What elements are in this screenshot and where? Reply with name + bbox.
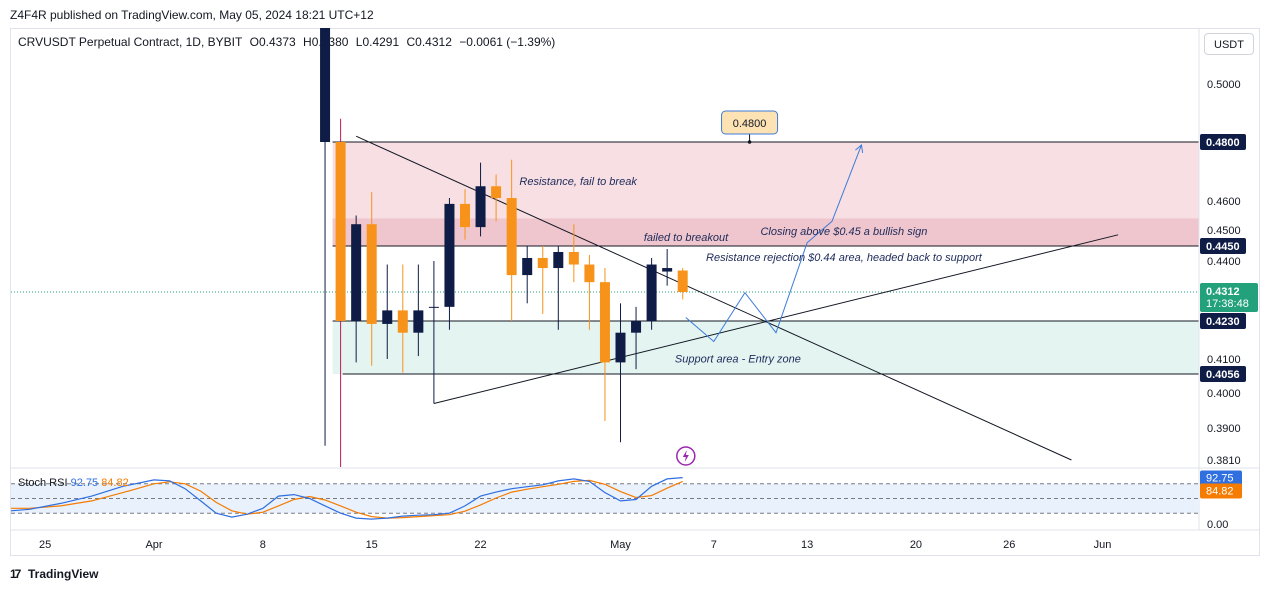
candle-body-21 (646, 264, 657, 321)
annotation-0: Resistance, fail to break (519, 176, 637, 188)
level-badge-label-0: 0.4800 (1206, 137, 1240, 149)
zone-2 (332, 321, 1199, 374)
currency-button[interactable]: USDT (1204, 33, 1254, 55)
level-badge-0 (1200, 134, 1246, 150)
candle-body-2 (351, 224, 362, 321)
level-badge-label-1: 0.4450 (1206, 241, 1240, 253)
x-tick-label-10: Jun (1094, 539, 1112, 551)
y-tick-label-5: 0.4000 (1207, 388, 1241, 400)
lightning-icon (682, 450, 689, 462)
stoch-rsi-d-value: 84.82 (101, 477, 129, 489)
publisher-line: Z4F4R published on TradingView.com, May … (10, 8, 374, 22)
stoch-y-tick-0: 0.00 (1207, 519, 1228, 531)
y-tick-label-0: 0.5000 (1207, 79, 1241, 91)
x-tick-label-2: 8 (260, 539, 266, 551)
stoch-d-badge-label: 84.82 (1206, 485, 1234, 497)
tradingview-logo-icon: 17 (10, 567, 21, 581)
x-tick-label-0: 25 (39, 539, 51, 551)
ohlc-close: C0.4312 (406, 35, 452, 49)
last-price-badge (1200, 283, 1258, 312)
x-tick-label-6: 7 (711, 539, 717, 551)
candle-body-20 (631, 321, 642, 333)
level-badge-1 (1200, 238, 1246, 254)
candle-body-8 (444, 203, 455, 307)
y-tick-label-4: 0.4100 (1207, 354, 1241, 366)
projection-path (685, 144, 862, 343)
annotation-3: Resistance rejection $0.44 area, headed … (706, 252, 983, 264)
symbol-name[interactable]: CRVUSDT Perpetual Contract, 1D, BYBIT (18, 35, 243, 49)
candle-body-16 (568, 252, 579, 265)
last-price-countdown: 17:38:48 (1206, 298, 1249, 310)
ohlc-low: L0.4291 (355, 35, 400, 49)
level-badge-label-3: 0.4056 (1206, 369, 1240, 381)
candle-body-12 (506, 198, 517, 276)
y-tick-label-7: 0.3810 (1207, 455, 1241, 467)
candle-body-3 (366, 224, 377, 324)
candle-body-22 (662, 268, 673, 272)
candle-body-14 (537, 258, 548, 269)
candle-body-23 (677, 270, 688, 292)
candle-body-5 (397, 310, 408, 333)
tradingview-logo-text: TradingView (28, 567, 99, 581)
candle-body-11 (491, 186, 502, 199)
target-label-box (721, 110, 779, 135)
candle-body-17 (584, 264, 595, 283)
y-tick-label-2: 0.4500 (1207, 225, 1241, 237)
stoch-k-badge (1200, 470, 1242, 486)
tradingview-logo[interactable]: 17 TradingView (10, 567, 98, 581)
x-tick-label-4: 22 (474, 539, 486, 551)
level-badge-3 (1200, 365, 1246, 382)
x-tick-label-3: 15 (366, 539, 378, 551)
x-tick-label-1: Apr (145, 539, 162, 551)
target-label-text: 0.4800 (733, 118, 767, 130)
ohlc-change: −0.0061 (−1.39%) (459, 35, 556, 49)
stoch-rsi-legend: Stoch RSI 92.75 84.82 (18, 477, 129, 489)
candle-body-1 (335, 142, 346, 321)
ohlc-open: O0.4373 (249, 35, 296, 49)
candle-body-10 (475, 186, 486, 228)
last-price-label: 0.4312 (1206, 286, 1240, 298)
candle-body-4 (382, 310, 393, 324)
level-badge-2 (1200, 313, 1246, 329)
projection-arrowhead (855, 143, 864, 153)
candle-body-13 (522, 258, 533, 276)
annotation-4: Support area - Entry zone (675, 353, 801, 365)
trendline-1 (433, 234, 1119, 404)
stoch-d-line (11, 479, 683, 519)
stoch-rsi-name: Stoch RSI (18, 477, 68, 489)
y-tick-label-3: 0.4400 (1207, 256, 1241, 268)
target-label-dot (747, 140, 752, 144)
candle-body-6 (413, 310, 424, 333)
y-tick-label-6: 0.3900 (1207, 423, 1241, 435)
x-tick-label-5: May (610, 539, 631, 551)
x-tick-label-9: 26 (1003, 539, 1015, 551)
x-tick-label-7: 13 (801, 539, 813, 551)
annotation-2: Closing above $0.45 a bullish sign (760, 226, 927, 238)
y-tick-label-1: 0.4600 (1207, 196, 1241, 208)
candle-body-7 (428, 306, 439, 308)
stoch-k-badge-label: 92.75 (1206, 473, 1234, 485)
stoch-rsi-k-value: 92.75 (70, 477, 99, 489)
x-tick-label-8: 20 (910, 539, 922, 551)
chart-frame (10, 28, 1260, 556)
candle-body-9 (460, 203, 470, 228)
candle-body-18 (599, 282, 610, 363)
candle-body-0 (320, 28, 331, 142)
symbol-header: CRVUSDT Perpetual Contract, 1D, BYBIT O0… (18, 35, 559, 49)
trendline-0 (355, 135, 1072, 461)
candle-body-15 (553, 252, 564, 269)
stoch-k-line (10, 477, 683, 520)
price-pane: 0.4800 Resistance, fail to break failed to… (11, 28, 1199, 467)
candle-body-19 (615, 332, 626, 363)
annotation-1: failed to breakout (644, 232, 729, 244)
stoch-d-badge (1200, 483, 1242, 499)
level-badge-label-2: 0.4230 (1206, 316, 1240, 328)
